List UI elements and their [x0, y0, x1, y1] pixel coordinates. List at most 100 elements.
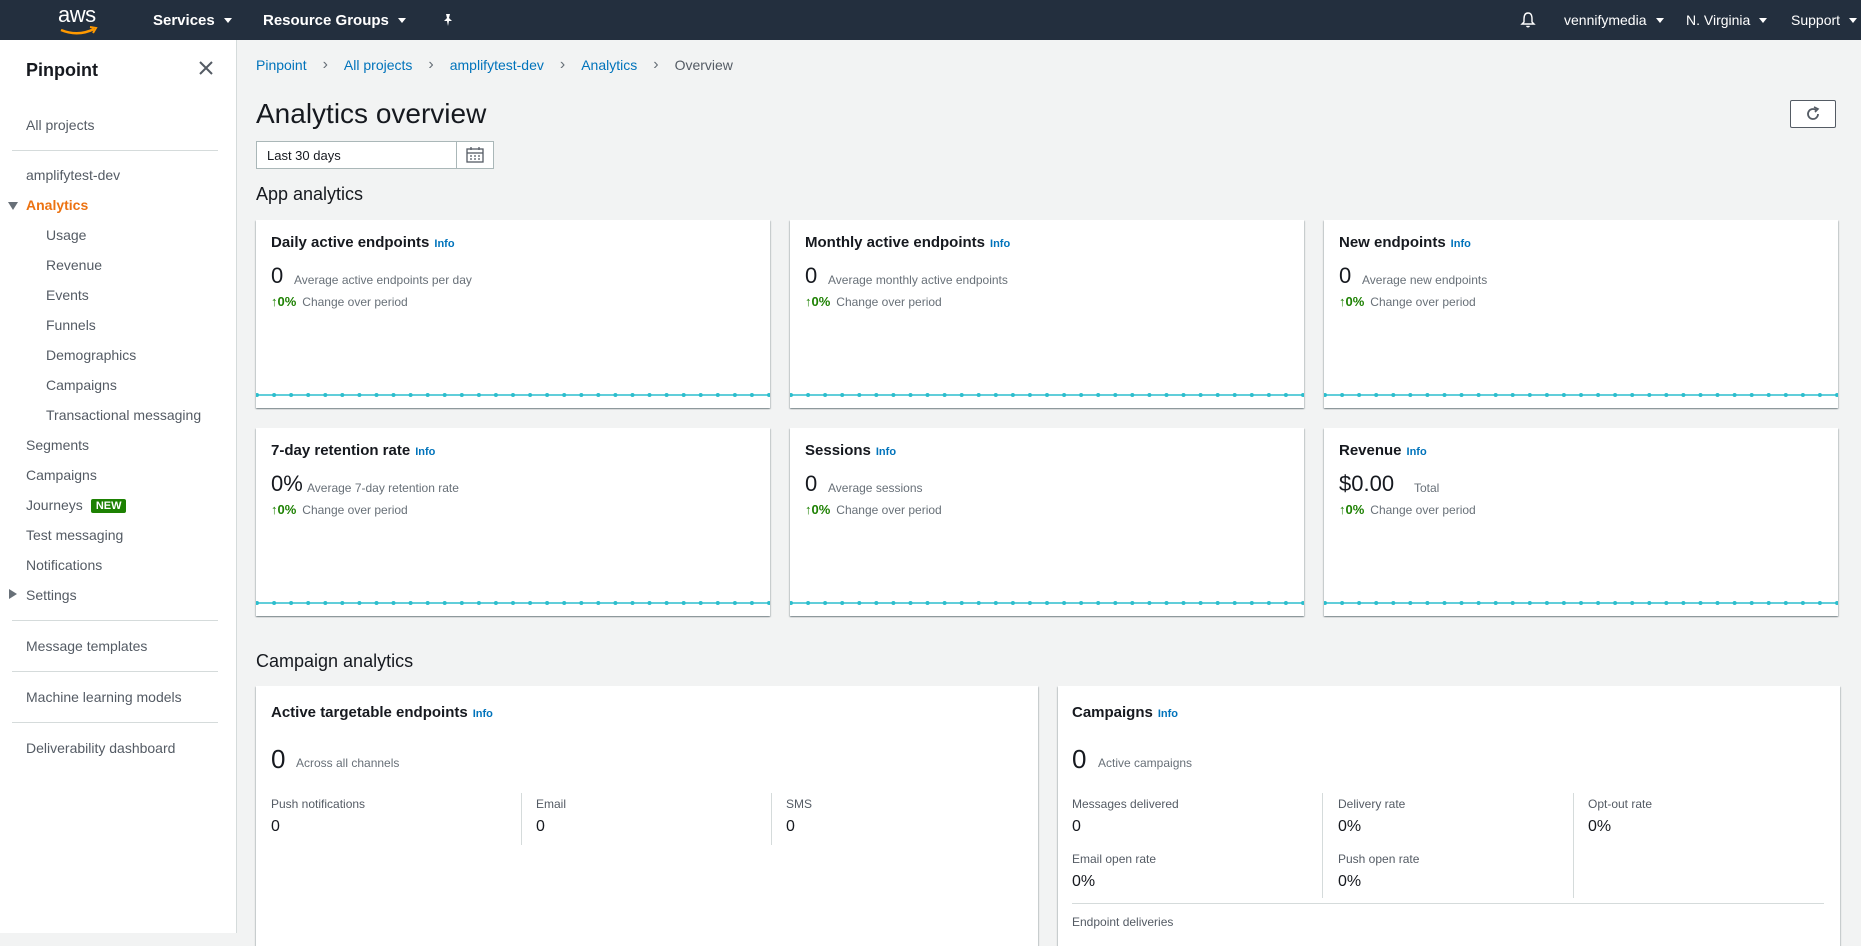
trend-point — [1232, 601, 1237, 605]
account-menu[interactable]: vennifymedia — [1564, 0, 1664, 40]
info-link[interactable]: Info — [1450, 238, 1471, 250]
card-description: Average monthly active endpoints — [828, 273, 1008, 287]
trend-point — [613, 393, 618, 397]
trend-point — [528, 601, 533, 605]
sidebar-item-settings[interactable]: Settings — [26, 587, 77, 603]
change-label: Change over period — [1370, 295, 1476, 309]
trend-point — [391, 393, 396, 397]
trend-point — [1715, 601, 1720, 605]
trend-point — [357, 601, 362, 605]
info-link[interactable]: Info — [472, 708, 493, 720]
date-range-picker[interactable]: Last 30 days — [256, 141, 494, 169]
info-link[interactable]: Info — [990, 238, 1011, 250]
support-menu[interactable]: Support — [1791, 0, 1858, 40]
calendar-icon[interactable] — [456, 142, 493, 168]
breadcrumb-pinpoint[interactable]: Pinpoint — [256, 57, 307, 73]
trend-point — [1266, 601, 1271, 605]
trend-line-chart — [256, 601, 770, 605]
date-range-value[interactable]: Last 30 days — [267, 148, 341, 163]
trend-point — [1510, 601, 1515, 605]
services-menu[interactable]: Services — [153, 0, 232, 40]
trend-point — [806, 393, 811, 397]
trend-point — [289, 393, 294, 397]
sidebar-item-transactional-messaging[interactable]: Transactional messaging — [46, 407, 202, 423]
trend-point — [562, 393, 567, 397]
change-value: ↑0% — [805, 294, 830, 309]
sidebar-item-analytics[interactable]: Analytics — [26, 197, 89, 213]
trend-point — [1766, 393, 1771, 397]
trend-point — [647, 393, 652, 397]
change-value: ↑0% — [271, 294, 296, 309]
trend-point — [1357, 601, 1362, 605]
sidebar-item-deliverability[interactable]: Deliverability dashboard — [26, 740, 176, 756]
region-menu[interactable]: N. Virginia — [1686, 0, 1768, 40]
trend-point — [579, 393, 584, 397]
info-link[interactable]: Info — [1157, 708, 1179, 720]
sidebar-item-ml-models[interactable]: Machine learning models — [26, 689, 182, 705]
resource-groups-menu[interactable]: Resource Groups — [263, 0, 406, 40]
breadcrumb-analytics[interactable]: Analytics — [581, 57, 638, 73]
card-title-text: 7-day retention rate — [271, 442, 411, 459]
trend-point — [1181, 393, 1186, 397]
card-title: 7-day retention rate Info — [271, 442, 435, 459]
trend-point — [1408, 393, 1413, 397]
trend-point — [1147, 393, 1152, 397]
info-link[interactable]: Info — [875, 446, 897, 458]
services-label: Services — [153, 11, 215, 29]
sidebar-item-analytics-campaigns[interactable]: Campaigns — [46, 377, 117, 393]
caret-right-icon[interactable] — [9, 589, 17, 599]
sidebar-item-events[interactable]: Events — [46, 287, 89, 303]
sidebar-item-project[interactable]: amplifytest-dev — [26, 167, 121, 183]
trend-point — [891, 393, 896, 397]
info-link[interactable]: Info — [434, 238, 455, 250]
trend-point — [1561, 393, 1566, 397]
sidebar-item-revenue[interactable]: Revenue — [46, 257, 103, 273]
trend-point — [1340, 393, 1345, 397]
card-title-text: Monthly active endpoints — [805, 234, 986, 251]
sidebar-item-usage[interactable]: Usage — [46, 227, 87, 243]
trend-point — [1198, 393, 1203, 397]
trend-point — [1817, 601, 1822, 605]
trend-point — [340, 601, 345, 605]
refresh-button[interactable] — [1790, 100, 1836, 128]
trend-point — [425, 393, 430, 397]
info-link[interactable]: Info — [1406, 446, 1427, 458]
card-title: New endpoints Info — [1339, 234, 1471, 251]
metric-card: 7-day retention rate Info 0% Average 7-day … — [256, 428, 770, 616]
pin-icon[interactable] — [440, 0, 456, 40]
sidebar-item-segments[interactable]: Segments — [26, 437, 90, 453]
breadcrumb-all-projects[interactable]: All projects — [343, 57, 413, 73]
close-icon[interactable] — [196, 58, 216, 78]
trend-point — [306, 393, 311, 397]
sidebar-item-test-messaging[interactable]: Test messaging — [26, 527, 124, 543]
trend-line-chart — [1324, 393, 1838, 397]
sidebar-item-notifications[interactable]: Notifications — [26, 557, 103, 573]
sidebar-item-campaigns[interactable]: Campaigns — [26, 467, 97, 483]
sidebar-item-message-templates[interactable]: Message templates — [26, 638, 148, 654]
sidebar-item-journeys[interactable]: Journeys NEW — [26, 497, 127, 513]
metric-card: Monthly active endpoints Info 0 Average mon… — [790, 220, 1304, 408]
trend-point — [874, 601, 879, 605]
trend-point — [1425, 601, 1430, 605]
caret-down-icon[interactable] — [8, 202, 18, 210]
trend-point — [1425, 393, 1430, 397]
card-description: Average active endpoints per day — [294, 273, 472, 287]
trend-point — [749, 393, 754, 397]
sidebar-item-funnels[interactable]: Funnels — [46, 317, 96, 333]
metric-value: 0% — [1338, 818, 1362, 835]
card-title-text: Campaigns — [1072, 704, 1153, 721]
trend-point — [1301, 393, 1304, 397]
trend-point — [1062, 393, 1067, 397]
aws-logo[interactable]: aws — [56, 2, 102, 36]
sidebar-item-demographics[interactable]: Demographics — [46, 347, 137, 363]
trend-point — [374, 393, 379, 397]
change-percent: 0% — [1345, 294, 1365, 309]
card-title-text: Sessions — [805, 442, 871, 459]
trend-point — [647, 601, 652, 605]
bell-icon[interactable] — [1519, 0, 1537, 40]
trend-point — [908, 393, 913, 397]
sidebar-item-all-projects[interactable]: All projects — [26, 117, 95, 133]
info-link[interactable]: Info — [415, 446, 436, 458]
change-label: Change over period — [302, 295, 408, 309]
breadcrumb-project[interactable]: amplifytest-dev — [449, 57, 544, 73]
